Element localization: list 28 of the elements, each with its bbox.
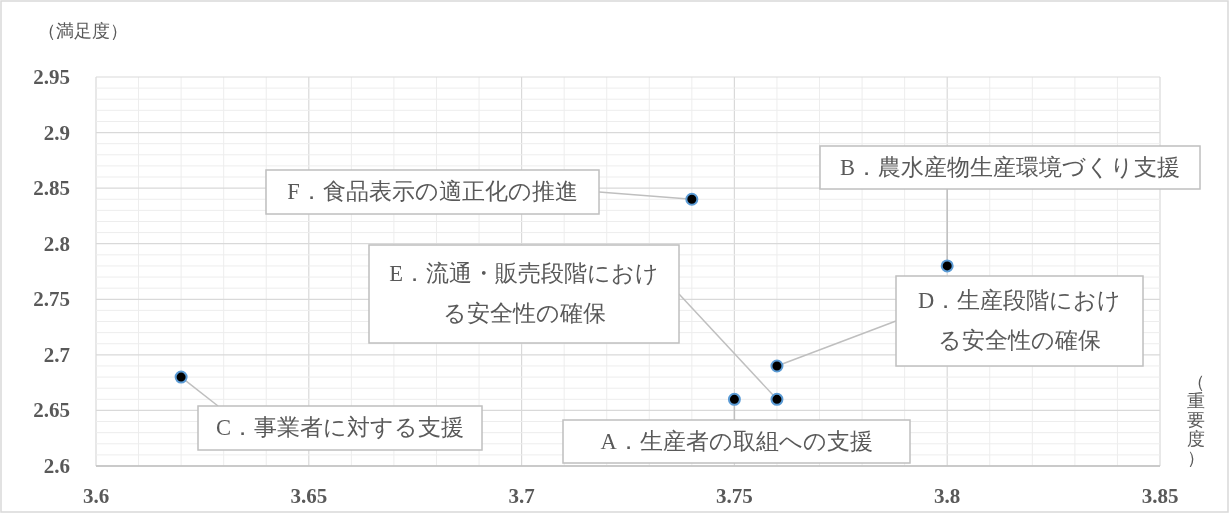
y-tick-label: 2.6 — [43, 454, 70, 478]
point — [770, 359, 784, 373]
x-tick-label: 3.8 — [934, 484, 961, 508]
annotation: D．生産段階における安全性の確保 — [917, 288, 1122, 353]
y-axis-title: （満足度） — [38, 21, 128, 41]
point — [685, 192, 699, 206]
point — [940, 259, 954, 273]
y-tick-label: 2.95 — [33, 65, 70, 89]
x-tick-label: 3.85 — [1141, 484, 1179, 508]
y-tick-label: 2.8 — [43, 231, 70, 256]
x-tick-label: 3.7 — [508, 484, 535, 508]
point — [174, 370, 188, 384]
x-tick-label: 3.75 — [716, 484, 753, 508]
y-tick-label: 2.7 — [43, 342, 70, 367]
point — [770, 392, 784, 406]
x-axis-title: （重要度） — [1187, 372, 1205, 468]
x-tick-label: 3.6 — [82, 484, 110, 508]
point — [727, 392, 741, 406]
annotation: E．流通・販売段階における安全性の確保 — [389, 261, 659, 326]
y-tick-label: 2.85 — [33, 176, 70, 201]
annotation: A．生産者の取組への支援 — [600, 428, 873, 454]
y-tick-label: 2.9 — [43, 120, 70, 145]
y-tick-label: 2.65 — [33, 398, 70, 423]
annotation: C．事業者に対する支援 — [215, 415, 465, 440]
annotation: B．農水産物生産環境づくり支援 — [839, 154, 1181, 180]
y-tick-label: 2.75 — [33, 287, 70, 312]
x-tick-label: 3.65 — [290, 484, 328, 508]
annotation: F．食品表示の適正化の推進 — [287, 179, 578, 204]
